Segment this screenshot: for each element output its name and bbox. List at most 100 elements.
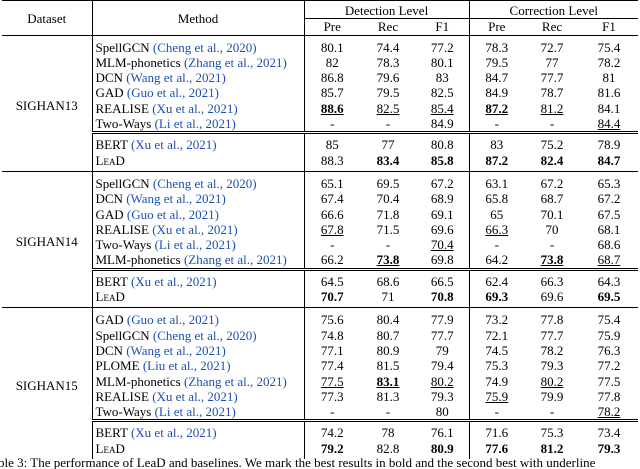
method-name: GAD — [95, 85, 124, 101]
value-cell: 80.9 — [376, 342, 400, 358]
value-cell: - — [385, 404, 391, 420]
header-row: Dataset Method Detection Level Correctio… — [2, 0, 639, 36]
value-cell: - — [549, 116, 555, 132]
value-cell: 73.8 — [540, 252, 564, 268]
value-cell: 75.4 — [580, 34, 639, 55]
value-cell: - — [385, 116, 391, 132]
value-cell: 83 — [416, 70, 470, 86]
citation: (Cheng et al., 2020) — [152, 327, 257, 343]
value-cell: 83.4 — [376, 152, 400, 168]
value-cell: 68.7 — [540, 191, 564, 207]
method-name: LeaD — [95, 289, 125, 305]
value-cell: - — [494, 404, 499, 420]
method-name: REALISE — [95, 100, 149, 116]
value-cell: 85 — [304, 131, 360, 153]
table-row: LeaD 70.7 71 70.8 69.3 69.6 69.5 — [2, 289, 638, 308]
value-cell: 64.2 — [485, 252, 509, 268]
value-cell: 66.2 — [320, 252, 344, 268]
value-cell: 85.8 — [416, 152, 470, 172]
value-cell: 79.4 — [416, 358, 470, 374]
value-cell: 75.9 — [597, 327, 621, 343]
value-cell: 77.2 — [597, 358, 621, 374]
value-cell: 83 — [469, 131, 525, 153]
header-metric: Pre — [323, 19, 341, 35]
caption: ble 3: The performance of LeaD and basel… — [0, 455, 596, 469]
table-row: DCN (Wang et al., 2021) 77.1 80.9 79 74.5 78.… — [2, 342, 638, 359]
value-cell: 69.5 — [360, 170, 416, 192]
value-cell: 78.3 — [376, 54, 400, 70]
value-cell: 75.3 — [524, 419, 581, 441]
value-cell: 82.8 — [376, 440, 400, 456]
value-cell: 66.5 — [416, 267, 470, 290]
value-cell: 68.9 — [416, 191, 470, 207]
value-cell: 77.4 — [320, 358, 344, 374]
table-row: BERT (Xu et al., 2021) 64.5 68.6 66.5 62.4 66… — [2, 267, 639, 290]
value-cell: 84.9 — [416, 116, 470, 133]
table-row: BERT (Xu et al., 2021) 74.2 78 76.1 71.6 75.3… — [2, 419, 639, 441]
value-cell: - — [330, 116, 335, 132]
value-cell: 88.6 — [320, 100, 344, 116]
dataset-cell: SIGHAN15 — [2, 307, 93, 460]
header-metric: Pre — [488, 19, 506, 35]
method-cell: Two-Ways (Li et al., 2021) — [92, 116, 305, 133]
header-correction: Correction Level — [469, 0, 639, 20]
value-cell: 81.2 — [540, 100, 564, 116]
header-metric: Rec — [377, 19, 399, 35]
value-cell: 69.8 — [416, 252, 470, 270]
value-cell: 85.7 — [320, 85, 344, 101]
method-name: Two-Ways — [95, 404, 152, 420]
table-row: SIGHAN15 GAD (Guo et al., 2021) 75.6 80.4 77… — [2, 307, 639, 460]
citation: (Li et al., 2021) — [154, 404, 236, 420]
method-name: Two-Ways — [95, 237, 152, 253]
method-cell: BERT (Xu et al., 2021) — [92, 267, 305, 290]
value-cell: 70 — [545, 221, 559, 237]
value-cell: 77 — [545, 54, 559, 70]
table-row: MLM-phonetics (Zhang et al., 2021) 77.5 83… — [2, 373, 638, 389]
table-row: SpellGCN (Cheng et al., 2020) 74.8 80.7 77.… — [2, 327, 638, 343]
value-cell: 77.5 — [597, 373, 621, 389]
method-cell: DCN (Wang et al., 2021) — [92, 342, 305, 359]
value-cell: 75.3 — [485, 358, 509, 374]
value-cell: 74.4 — [360, 34, 416, 55]
value-cell: 68.1 — [597, 221, 621, 237]
value-cell: 72.7 — [524, 34, 581, 55]
method-cell: DCN (Wang et al., 2021) — [92, 70, 305, 86]
table-row: SIGHAN14 SpellGCN (Cheng et al., 2020) 65.… — [2, 170, 639, 308]
value-cell: 69.5 — [597, 289, 621, 305]
value-cell: 78.2 — [540, 342, 564, 358]
value-cell: 81 — [602, 70, 616, 86]
value-cell: 75.2 — [524, 131, 581, 153]
value-cell: 73.4 — [580, 419, 639, 441]
value-cell: 71 — [381, 289, 395, 305]
value-cell: 80.1 — [304, 34, 360, 55]
method-cell: MLM-phonetics (Zhang et al., 2021) — [92, 252, 305, 270]
method-name: BERT — [95, 273, 128, 289]
citation: (Cheng et al., 2020) — [152, 39, 257, 55]
value-cell: 65.8 — [485, 191, 509, 207]
method-cell: SpellGCN (Cheng et al., 2020) — [92, 34, 305, 55]
value-cell: 87.2 — [485, 100, 509, 116]
method-cell: REALISE (Xu et al., 2021) — [92, 388, 305, 405]
value-cell: 77.6 — [485, 440, 509, 456]
value-cell: 85.4 — [416, 100, 470, 117]
header-dataset: Dataset — [2, 0, 93, 36]
citation: (Zhang et al., 2021) — [183, 252, 287, 268]
citation: (Li et al., 2021) — [154, 237, 236, 253]
value-cell: 79.3 — [597, 440, 621, 456]
method-name: GAD — [95, 312, 124, 328]
header-detection: Detection Level — [304, 0, 470, 20]
method-cell: GAD (Guo et al., 2021) — [92, 85, 305, 101]
citation: (Wang et al., 2021) — [126, 191, 226, 207]
citation: (Xu et al., 2021) — [130, 425, 217, 441]
table-row: REALISE (Xu et al., 2021) 67.8 71.5 69.6 66.… — [2, 221, 638, 238]
citation: (Zhang et al., 2021) — [183, 54, 287, 70]
table-row: Two-Ways (Li et al., 2021) - - 84.9 - - 84.4 — [2, 116, 638, 133]
table-row: LeaD 88.3 83.4 85.8 87.2 82.4 84.7 — [2, 152, 638, 172]
citation: (Guo et al., 2021) — [126, 206, 219, 222]
value-cell: 79.3 — [416, 388, 470, 405]
value-cell: - — [494, 116, 499, 132]
value-cell: 75.4 — [580, 307, 639, 328]
value-cell: 70.1 — [540, 206, 564, 222]
value-cell: 64.5 — [304, 267, 360, 290]
table-row: DCN (Wang et al., 2021) 86.8 79.6 83 84.7 77.… — [2, 70, 638, 86]
